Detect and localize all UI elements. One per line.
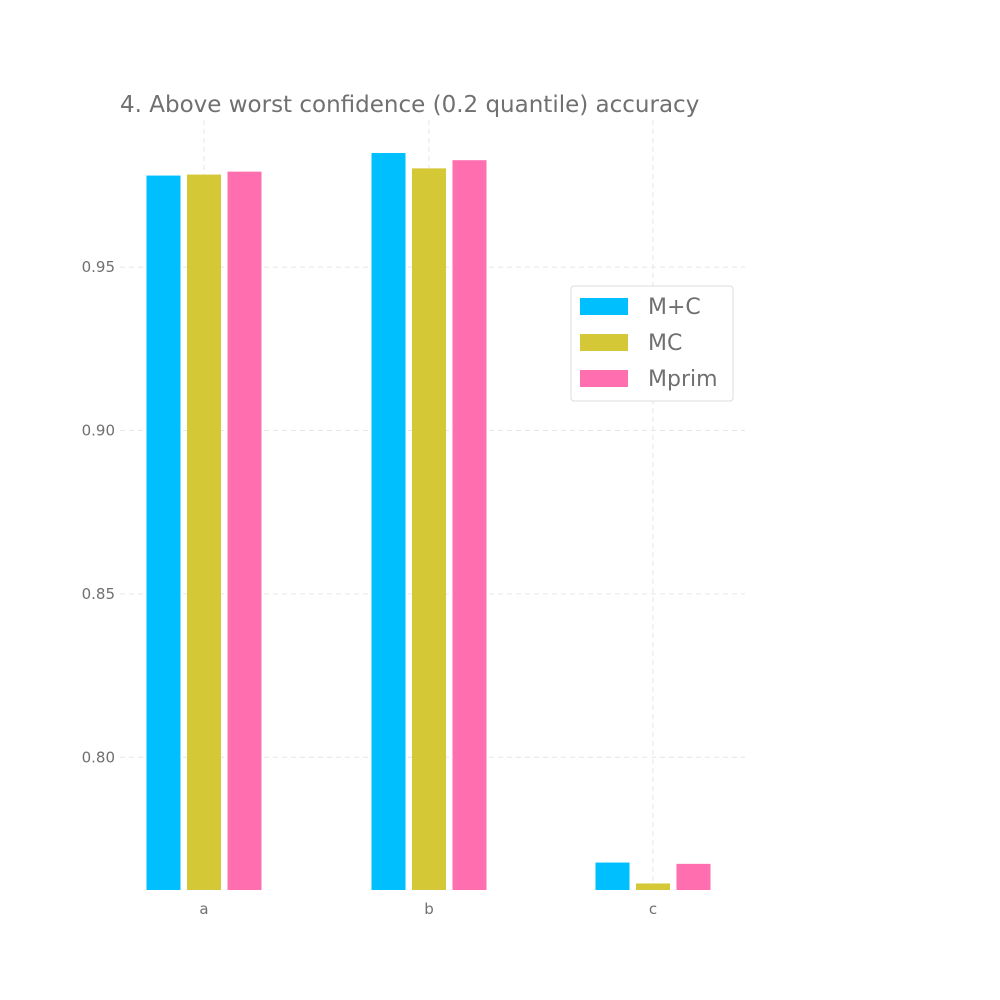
legend-swatch	[580, 370, 628, 387]
chart-title: 4. Above worst confidence (0.2 quantile)…	[120, 92, 699, 118]
bar-m-c-a	[146, 175, 181, 890]
x-tick-label: a	[199, 900, 208, 918]
bar-m-c-c	[595, 862, 630, 890]
legend-swatch	[580, 298, 628, 315]
y-tick-label: 0.80	[82, 748, 115, 766]
bar-mc-b	[412, 168, 446, 890]
x-tick-label: c	[649, 900, 657, 918]
legend-label: M+C	[648, 295, 701, 320]
legend: M+C MC Mprim	[570, 285, 734, 402]
tick-layer: 0.80 0.85 0.90 0.95 a b c	[82, 258, 658, 918]
bar-m-c-b	[371, 153, 406, 890]
x-tick-label: b	[424, 900, 434, 918]
legend-label: Mprim	[648, 367, 718, 392]
bar-layer	[146, 153, 711, 891]
legend-swatch	[580, 334, 628, 351]
y-tick-label: 0.95	[82, 258, 115, 276]
y-tick-label: 0.90	[82, 421, 115, 439]
bar-mprim-b	[452, 160, 487, 891]
bar-mc-a	[187, 174, 221, 890]
legend-label: MC	[648, 331, 682, 356]
bar-mc-c	[636, 883, 670, 890]
bar-mprim-a	[227, 171, 262, 890]
y-tick-label: 0.85	[82, 585, 115, 603]
bar-mprim-c	[676, 863, 711, 890]
